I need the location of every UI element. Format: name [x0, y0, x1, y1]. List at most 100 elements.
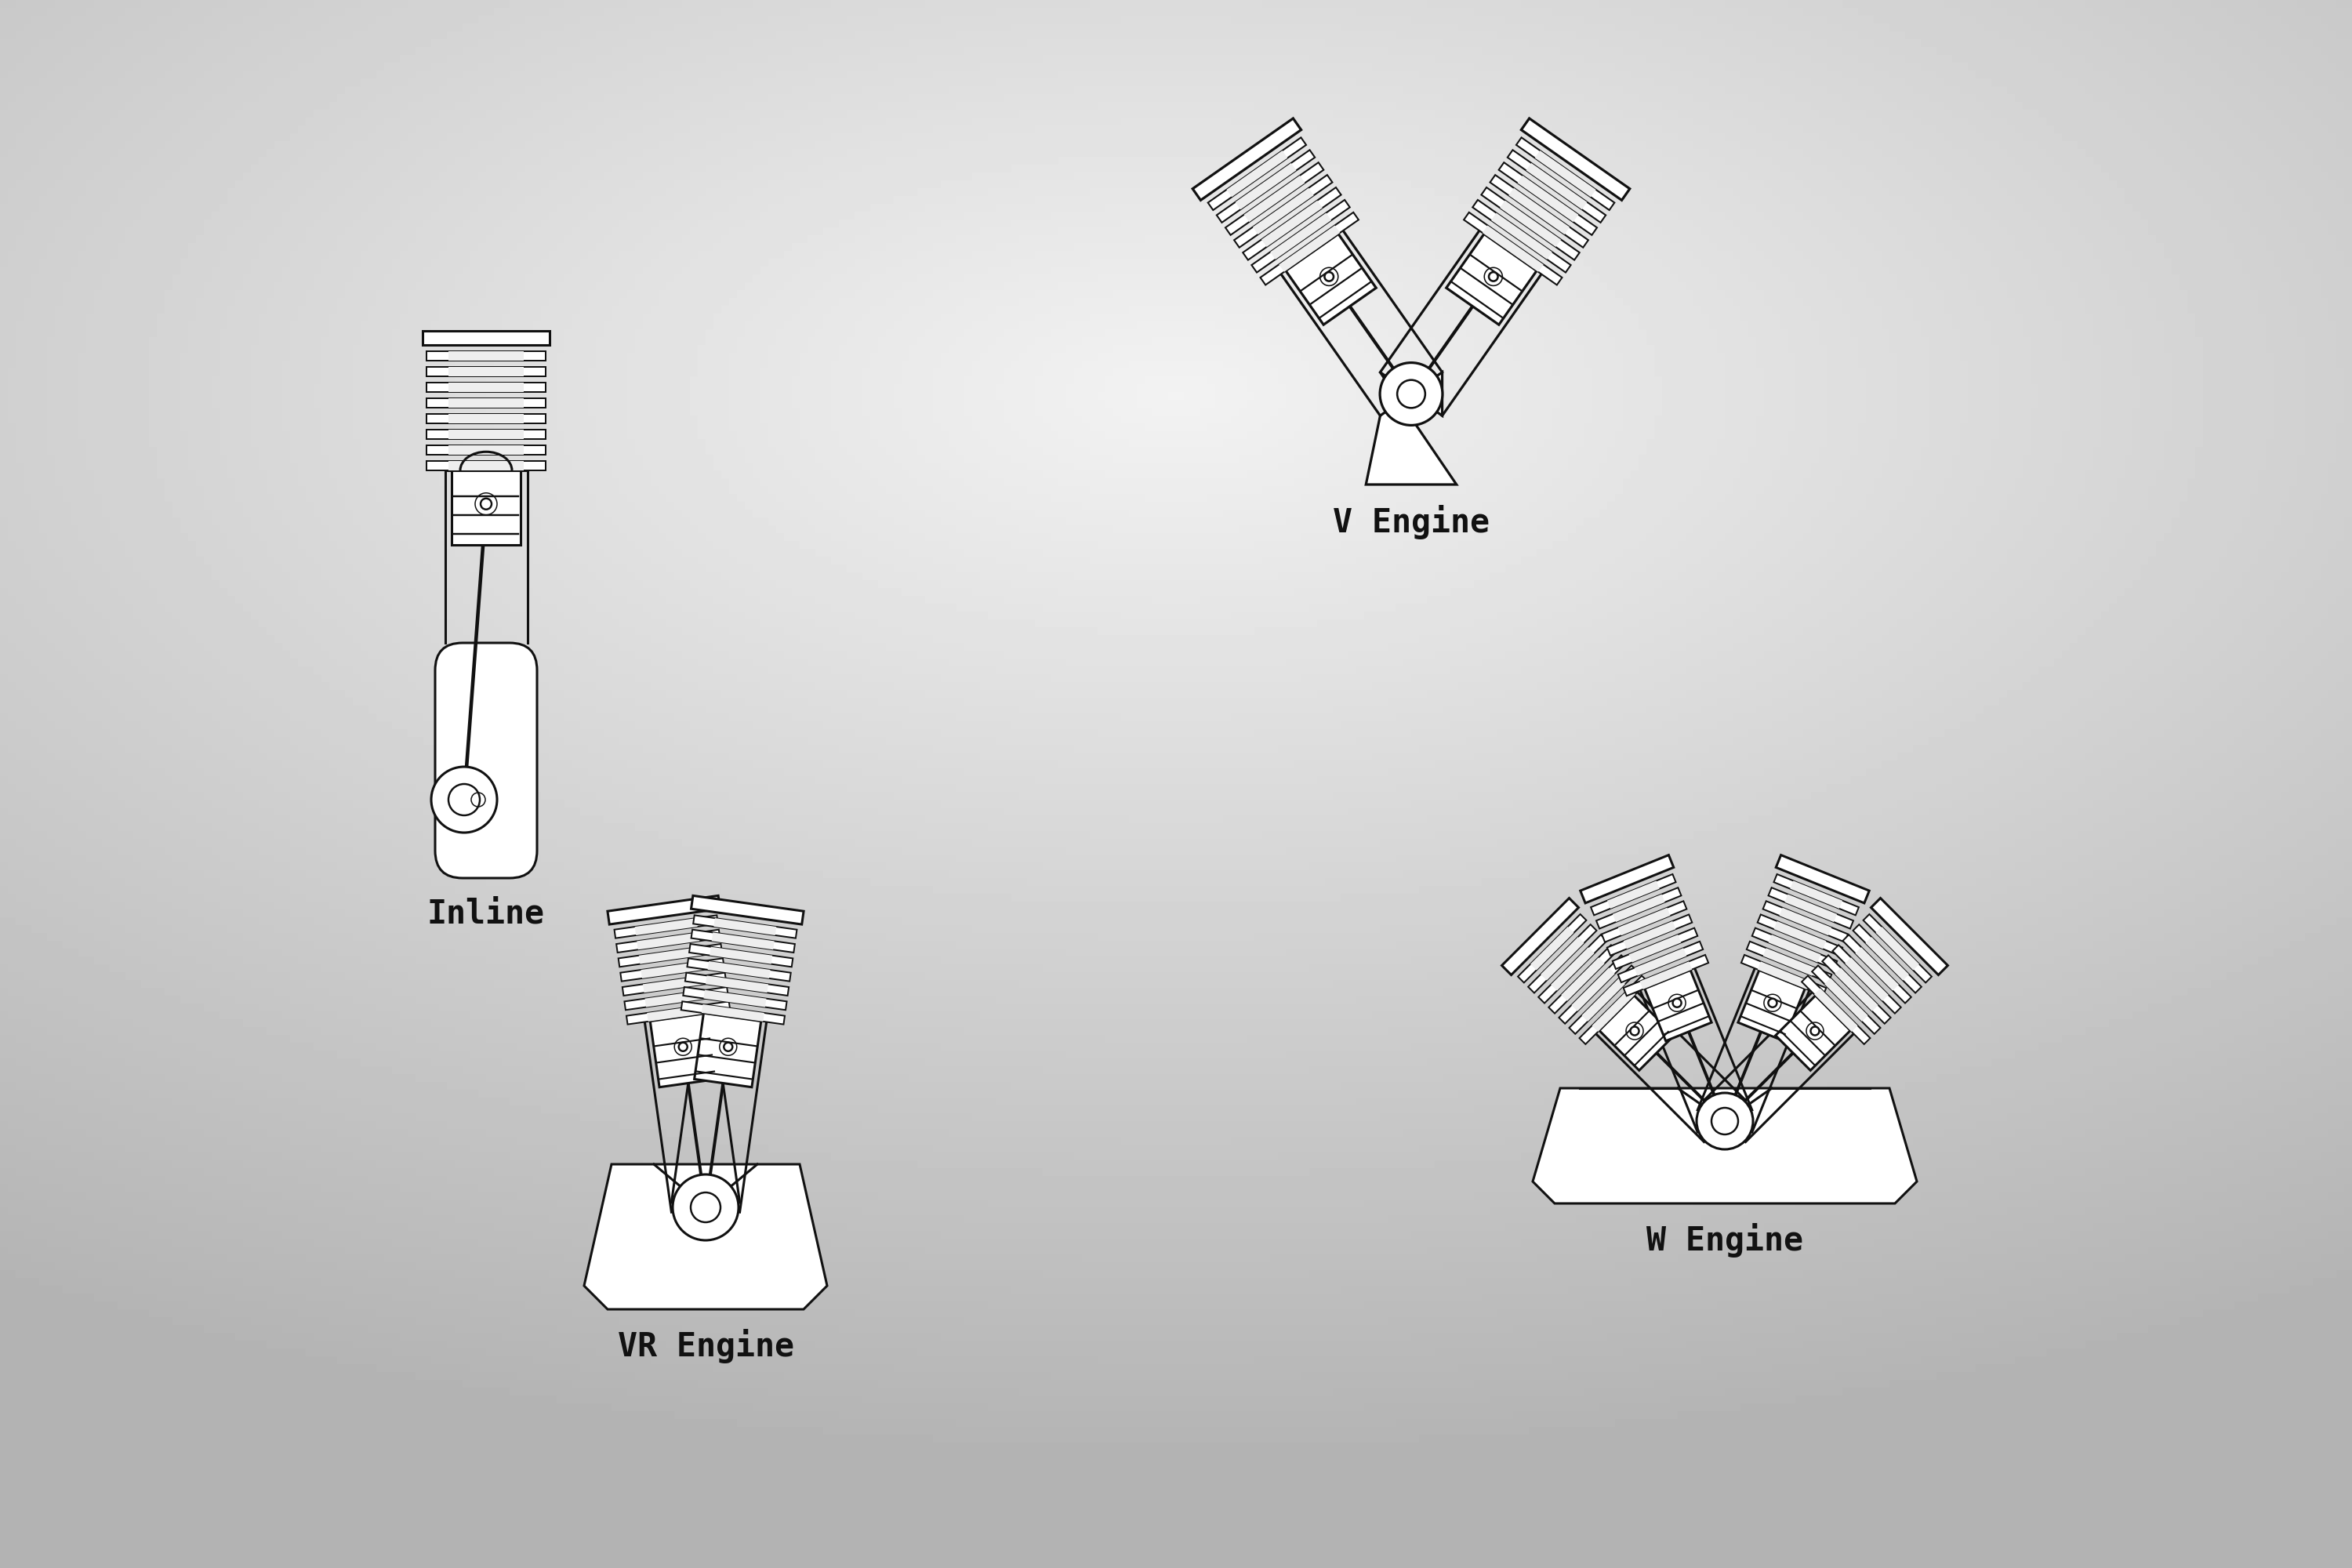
Polygon shape	[1550, 947, 1595, 991]
Polygon shape	[1548, 946, 1618, 1013]
Polygon shape	[1748, 941, 1832, 983]
Polygon shape	[1367, 372, 1456, 485]
Circle shape	[1811, 1027, 1818, 1035]
Polygon shape	[1508, 151, 1606, 223]
Polygon shape	[1508, 188, 1569, 235]
Polygon shape	[1559, 955, 1628, 1024]
Polygon shape	[1279, 226, 1341, 271]
Polygon shape	[1877, 927, 1919, 971]
Circle shape	[449, 784, 480, 815]
Polygon shape	[687, 958, 790, 982]
Polygon shape	[1251, 199, 1350, 273]
Polygon shape	[449, 445, 524, 455]
Polygon shape	[1740, 955, 1825, 996]
Polygon shape	[1244, 176, 1305, 223]
Polygon shape	[1192, 118, 1301, 201]
Polygon shape	[1531, 927, 1573, 971]
Polygon shape	[708, 961, 771, 978]
Polygon shape	[1778, 908, 1832, 936]
Polygon shape	[1526, 163, 1588, 210]
Polygon shape	[616, 930, 720, 952]
Polygon shape	[1562, 958, 1604, 1000]
Polygon shape	[1501, 201, 1562, 246]
Polygon shape	[1635, 949, 1686, 975]
Polygon shape	[1536, 151, 1597, 198]
Polygon shape	[713, 933, 774, 950]
Circle shape	[1712, 1107, 1738, 1135]
Polygon shape	[1270, 213, 1331, 259]
Polygon shape	[583, 1163, 828, 1309]
Polygon shape	[426, 461, 546, 470]
Polygon shape	[1529, 925, 1597, 993]
Polygon shape	[1472, 199, 1571, 273]
Polygon shape	[642, 975, 706, 993]
Polygon shape	[1261, 212, 1359, 285]
Polygon shape	[1613, 928, 1698, 969]
Polygon shape	[1764, 949, 1816, 975]
Polygon shape	[449, 367, 524, 376]
Polygon shape	[703, 989, 767, 1007]
Polygon shape	[1225, 151, 1287, 198]
Polygon shape	[1738, 971, 1804, 1041]
FancyBboxPatch shape	[435, 643, 536, 878]
Polygon shape	[1773, 920, 1825, 949]
Circle shape	[480, 499, 492, 510]
Polygon shape	[1776, 996, 1851, 1071]
Polygon shape	[1522, 118, 1630, 201]
Polygon shape	[426, 445, 546, 455]
Polygon shape	[1623, 955, 1708, 996]
Polygon shape	[1835, 967, 1879, 1011]
Polygon shape	[1813, 988, 1858, 1032]
Circle shape	[1696, 1093, 1752, 1149]
Polygon shape	[1503, 898, 1578, 975]
Polygon shape	[1491, 176, 1588, 248]
Polygon shape	[1599, 996, 1675, 1071]
Polygon shape	[426, 367, 546, 376]
Polygon shape	[426, 430, 546, 439]
Polygon shape	[1644, 971, 1712, 1041]
Polygon shape	[623, 986, 729, 1010]
Polygon shape	[426, 398, 546, 408]
Polygon shape	[1581, 978, 1625, 1021]
Polygon shape	[1261, 201, 1322, 246]
Polygon shape	[1517, 176, 1578, 223]
Text: V Engine: V Engine	[1334, 505, 1489, 539]
Polygon shape	[649, 1013, 717, 1087]
Circle shape	[1769, 999, 1776, 1007]
Polygon shape	[1590, 875, 1677, 916]
Polygon shape	[1287, 234, 1376, 325]
Bar	[423, 331, 550, 345]
Polygon shape	[1870, 898, 1947, 975]
Polygon shape	[710, 947, 771, 964]
Polygon shape	[1534, 1088, 1917, 1204]
Polygon shape	[1769, 935, 1820, 963]
Polygon shape	[1856, 947, 1898, 991]
Polygon shape	[1785, 894, 1837, 922]
Polygon shape	[1517, 138, 1613, 210]
Polygon shape	[1769, 887, 1853, 928]
Text: VR Engine: VR Engine	[616, 1330, 793, 1363]
Polygon shape	[1757, 914, 1842, 955]
Polygon shape	[1842, 935, 1912, 1004]
Polygon shape	[640, 961, 703, 978]
Polygon shape	[1242, 188, 1341, 260]
Polygon shape	[449, 414, 524, 423]
Polygon shape	[1209, 138, 1305, 210]
Polygon shape	[1482, 188, 1581, 260]
Polygon shape	[640, 947, 701, 964]
Polygon shape	[1606, 881, 1661, 908]
Polygon shape	[449, 383, 524, 392]
Polygon shape	[1235, 163, 1296, 210]
Polygon shape	[1764, 902, 1849, 942]
Polygon shape	[449, 461, 524, 470]
Polygon shape	[1463, 212, 1562, 285]
Circle shape	[1397, 379, 1425, 408]
Polygon shape	[1602, 902, 1686, 942]
Polygon shape	[1541, 938, 1585, 980]
Circle shape	[673, 1174, 739, 1240]
Polygon shape	[706, 975, 769, 993]
Polygon shape	[1606, 914, 1691, 955]
Polygon shape	[647, 1004, 710, 1021]
Polygon shape	[637, 933, 699, 950]
Polygon shape	[1592, 988, 1635, 1032]
